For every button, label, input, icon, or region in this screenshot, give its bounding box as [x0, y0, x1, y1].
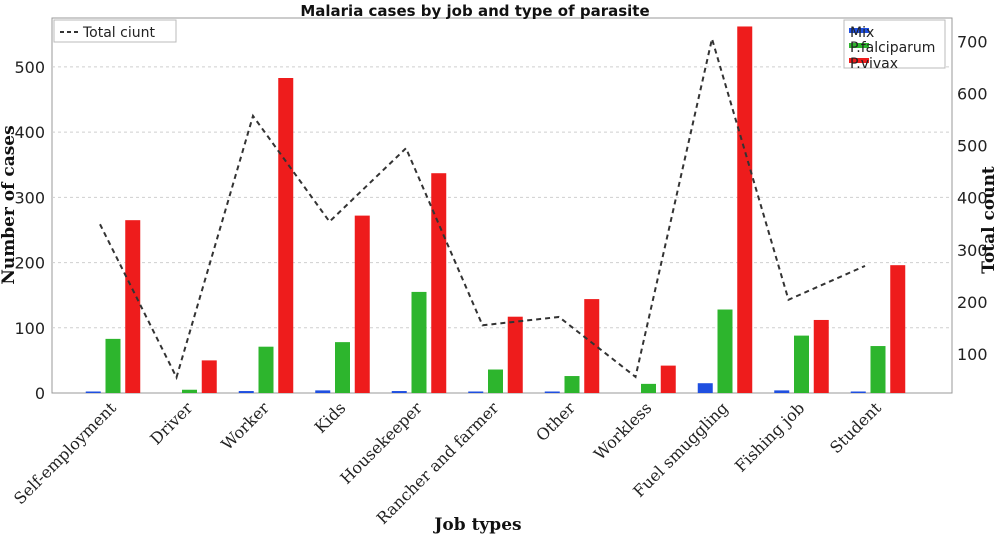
bar-p-falciparum: [258, 346, 274, 393]
bar-p-vivax: [278, 78, 294, 393]
bar-p-vivax: [354, 215, 370, 393]
bars: [85, 26, 906, 393]
plot-area: [51, 17, 953, 394]
legend-swatch-mix: [849, 28, 869, 33]
bar-p-falciparum: [870, 346, 886, 393]
bar-p-vivax: [507, 316, 523, 393]
x-tick-label: Workless: [590, 398, 655, 463]
y-tick-label: 400: [14, 123, 45, 142]
bar-p-falciparum: [411, 291, 427, 393]
x-tick-label: Student: [826, 398, 885, 457]
bar-p-vivax: [813, 319, 829, 393]
legend-line-box: [53, 19, 177, 43]
gridlines: [52, 66, 952, 329]
y2-tick-label: 100: [957, 345, 988, 364]
bar-mix: [391, 391, 407, 393]
y2-tick-label: 600: [957, 85, 988, 104]
bar-mix: [315, 390, 331, 393]
y-tick-label: 200: [14, 254, 45, 273]
y2-axis-ticks: 100 200 300 400 500 600 700: [957, 32, 988, 364]
bar-mix: [544, 391, 560, 393]
y-axis-ticks: 0 100 200 300 400 500: [14, 58, 45, 403]
bar-mix: [850, 391, 866, 393]
legend-label-falciparum: P.falciparum: [850, 40, 935, 56]
bar-mix: [468, 391, 484, 393]
total-count-line: [99, 34, 866, 381]
y2-tick-label: 200: [957, 293, 988, 312]
bar-mix: [697, 383, 713, 393]
legend-swatch-falciparum: [849, 43, 869, 48]
bar-mix: [774, 390, 790, 393]
bar-p-vivax: [431, 173, 447, 393]
bar-p-falciparum: [105, 338, 121, 393]
bar-p-falciparum: [641, 383, 656, 393]
y2-tick-label: 400: [957, 189, 988, 208]
bar-p-vivax: [660, 365, 676, 393]
bar-mix: [238, 391, 254, 393]
legend-line: Total ciunt: [53, 19, 177, 43]
x-tick-label: Other: [532, 398, 579, 445]
legend-swatch-vivax: [849, 58, 869, 63]
bar-p-falciparum: [794, 335, 809, 393]
x-tick-label: Kids: [311, 398, 350, 437]
legend-line-label: Total ciunt: [82, 25, 155, 41]
bar-p-falciparum: [717, 309, 733, 393]
total-line: [99, 34, 866, 381]
y-axis-title: Number of cases: [0, 125, 19, 284]
bar-mix: [85, 391, 101, 393]
y2-tick-label: 500: [957, 137, 988, 156]
x-tick-label: Self-employment: [10, 398, 120, 508]
y2-tick-label: 300: [957, 241, 988, 260]
y2-tick-label: 700: [957, 32, 988, 51]
bar-p-falciparum: [182, 389, 197, 393]
legend-bars: Mix P.falciparum P.vivax: [843, 19, 946, 72]
x-tick-label: Fishing job: [731, 398, 808, 475]
x-tick-label: Worker: [217, 398, 273, 454]
bar-p-falciparum: [488, 369, 503, 393]
legend-label-mix: Mix: [850, 25, 874, 41]
chart-title: Malaria cases by job and type of parasit…: [300, 2, 649, 20]
x-axis-title: Job types: [432, 515, 521, 535]
y-tick-label: 0: [35, 384, 45, 403]
y-tick-label: 500: [14, 58, 45, 77]
x-tick-label: Driver: [146, 398, 196, 448]
bar-p-falciparum: [335, 342, 350, 393]
y2-axis-title: Total count: [979, 166, 999, 274]
y-tick-label: 100: [14, 319, 45, 338]
y-tick-label: 300: [14, 188, 45, 207]
bar-p-vivax: [584, 299, 600, 393]
bar-p-vivax: [125, 220, 141, 393]
bar-p-vivax: [201, 360, 217, 393]
bar-p-falciparum: [564, 376, 580, 393]
bar-p-vivax: [890, 265, 906, 393]
bar-p-vivax: [737, 26, 753, 393]
x-axis-ticks: Self-employment Driver Worker KidsHousekeep…: [10, 398, 885, 528]
legend-label-vivax: P.vivax: [850, 56, 898, 72]
